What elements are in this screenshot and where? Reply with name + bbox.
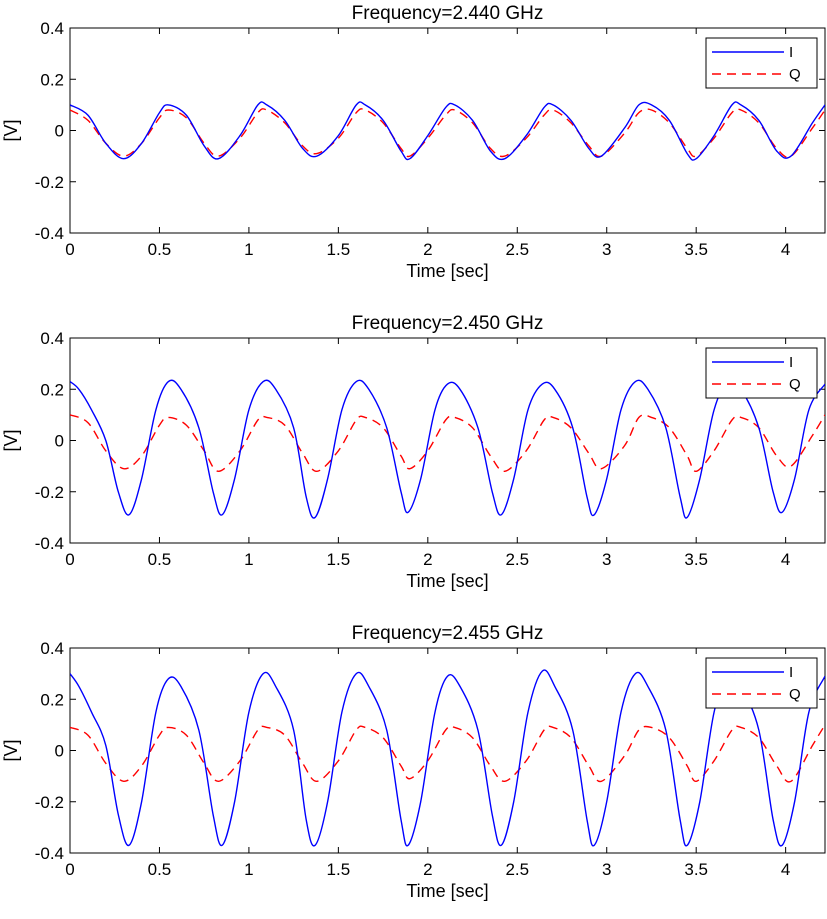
x-tick-label: 2 (423, 860, 432, 879)
y-tick-label: -0.4 (35, 844, 64, 863)
y-tick-label: -0.4 (35, 534, 64, 553)
series-line-q (70, 108, 825, 158)
subplot-3: Frequency=2.455 GHz -0.4 -0.2 0 0.2 0.4 0 0.5 1 1… (1, 623, 826, 901)
x-tick-label: 3 (602, 550, 611, 569)
subplot-2: Frequency=2.450 GHz -0.4 -0.2 0 0.2 0.4 0 0.5 1 1… (1, 313, 826, 591)
x-axis-label: Time [sec] (406, 571, 488, 591)
y-tick-label: 0.2 (40, 70, 64, 89)
y-tick-label: 0.2 (40, 380, 64, 399)
legend: IQ (705, 37, 818, 89)
y-tick-label: 0.2 (40, 690, 64, 709)
x-tick-label: 1 (244, 550, 253, 569)
y-axis-label: [V] (1, 429, 21, 451)
series-line-i (70, 379, 825, 519)
x-tick-label: 2.5 (505, 240, 529, 259)
series-line-i (70, 101, 825, 161)
y-tick-label: 0.4 (40, 19, 64, 38)
y-tick-label: 0.4 (40, 329, 64, 348)
x-tick-label: 0 (65, 860, 74, 879)
y-tick-label: -0.2 (35, 483, 64, 502)
y-tick-label: 0.4 (40, 639, 64, 658)
legend-label-q: Q (789, 686, 801, 703)
x-tick-label: 3.5 (684, 240, 708, 259)
y-axis-label: [V] (1, 739, 21, 761)
legend: IQ (705, 657, 818, 709)
legend-box (705, 37, 818, 89)
x-tick-label: 4 (781, 860, 790, 879)
x-tick-label: 1.5 (327, 860, 351, 879)
chart-title: Frequency=2.455 GHz (352, 623, 544, 644)
x-tick-label: 0 (65, 550, 74, 569)
y-tick-label: -0.2 (35, 793, 64, 812)
chart-title: Frequency=2.450 GHz (352, 313, 544, 334)
x-tick-label: 1.5 (327, 550, 351, 569)
x-tick-label: 2.5 (505, 550, 529, 569)
x-tick-label: 2 (423, 240, 432, 259)
legend: IQ (705, 347, 818, 399)
x-axis-label: Time [sec] (406, 261, 488, 281)
x-tick-label: 2.5 (505, 860, 529, 879)
x-tick-label: 0.5 (148, 860, 172, 879)
y-tick-label: 0 (55, 742, 64, 761)
y-tick-label: -0.4 (35, 224, 64, 243)
x-tick-label: 1 (244, 240, 253, 259)
subplot-1: Frequency=2.440 GHz -0.4 -0.2 0 0.2 0.4 0 0.5 1 1… (1, 3, 826, 281)
legend-label-i: I (789, 354, 793, 371)
x-tick-label: 0.5 (148, 240, 172, 259)
x-tick-label: 0.5 (148, 550, 172, 569)
x-tick-label: 3 (602, 240, 611, 259)
series-line-q (70, 724, 825, 783)
x-tick-label: 0 (65, 240, 74, 259)
plot-area (69, 337, 826, 544)
x-tick-label: 2 (423, 550, 432, 569)
legend-box (705, 657, 818, 709)
x-tick-label: 3.5 (684, 860, 708, 879)
legend-label-q: Q (789, 66, 801, 83)
legend-label-i: I (789, 664, 793, 681)
legend-label-q: Q (789, 376, 801, 393)
y-tick-label: 0 (55, 122, 64, 141)
x-tick-label: 4 (781, 550, 790, 569)
chart-title: Frequency=2.440 GHz (352, 3, 544, 24)
x-axis-label: Time [sec] (406, 881, 488, 901)
y-axis-label: [V] (1, 119, 21, 141)
legend-label-i: I (789, 44, 793, 61)
x-tick-label: 3.5 (684, 550, 708, 569)
x-tick-label: 4 (781, 240, 790, 259)
series-line-i (70, 669, 825, 847)
x-tick-label: 1 (244, 860, 253, 879)
series-line-q (70, 414, 825, 473)
legend-box (705, 347, 818, 399)
x-tick-label: 1.5 (327, 240, 351, 259)
y-tick-label: -0.2 (35, 173, 64, 192)
x-tick-label: 3 (602, 860, 611, 879)
y-tick-label: 0 (55, 432, 64, 451)
